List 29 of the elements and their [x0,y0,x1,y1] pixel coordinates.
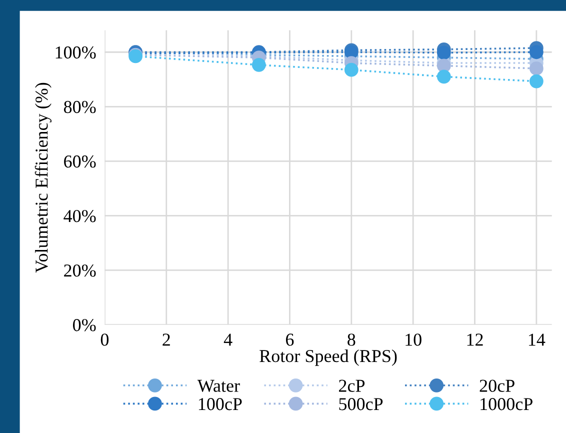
point [436,70,451,84]
point [436,46,451,60]
x-tick-label: 6 [286,334,294,346]
y-tick-label: 0% [73,319,96,332]
x-axis-title: Rotor Speed (RPS) [260,349,397,366]
y-tick-label: 40% [64,210,96,222]
y-tick-label: 80% [64,100,96,114]
legend-label: 1000cP [480,398,532,410]
y-tick-label: 60% [64,155,96,168]
x-tick-label: 2 [162,334,170,346]
point [529,62,544,76]
legend-label: 500cP [339,398,383,410]
x-tick-label: 0 [100,334,109,346]
x-tick-label: 12 [467,334,483,346]
legend-label: Water [197,380,240,392]
point [529,45,544,60]
point [252,58,266,72]
y-tick-label: 20% [64,264,96,277]
y-axis-title: Volumetric Efficiency (%) [34,82,52,273]
x-tick-label: 8 [348,334,356,346]
x-tick-label: 10 [406,334,422,346]
point [529,74,544,88]
y-tick-label: 100% [56,46,96,59]
x-tick-label: 4 [224,334,232,346]
legend-label: 2cP [339,380,365,392]
legend-label: 100cP [198,398,242,410]
point [344,62,358,77]
x-tick-label: 14 [528,334,546,346]
legend-label: 20cP [480,380,514,392]
